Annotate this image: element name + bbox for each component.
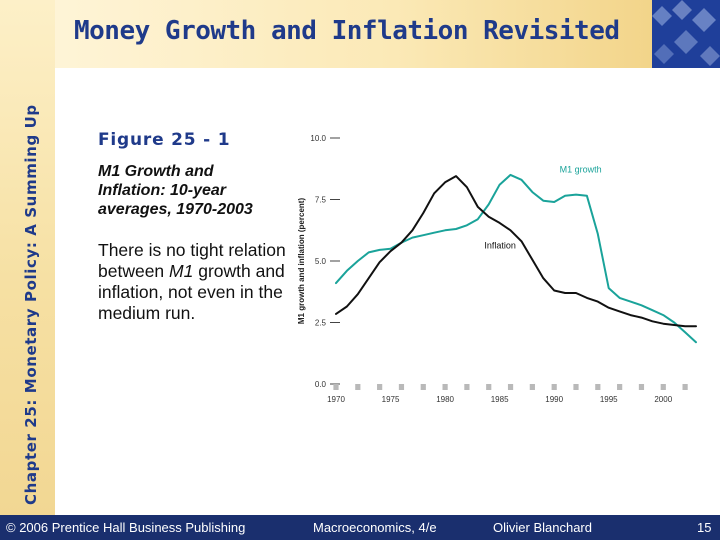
series-label-inflation: Inflation <box>484 241 516 251</box>
x-year-band <box>529 384 535 390</box>
footer-book: Macroeconomics, 4/e <box>313 520 437 535</box>
footer-author: Olivier Blanchard <box>493 520 592 535</box>
x-year-band <box>355 384 361 390</box>
x-year-band <box>398 384 405 390</box>
chart-panel: 0.0 2.5 5.0 7.5 10.0 1970 1975 1980 1985 1990 1995… <box>288 124 702 420</box>
x-year-band <box>660 384 666 390</box>
text-panel <box>90 124 288 336</box>
x-tick-label: 1990 <box>545 395 563 404</box>
header-band <box>0 0 720 68</box>
y-tick-label: 0.0 <box>315 380 327 389</box>
x-tick-label: 1985 <box>491 395 509 404</box>
footer-page-number: 15 <box>697 520 712 535</box>
figure-label: Figure 25 - 1 <box>98 130 231 150</box>
note-text-1: There is no tight relation between <box>98 240 286 281</box>
figure-caption: M1 Growth and Inflation: 10-year average… <box>98 163 253 218</box>
chapter-title: Chapter 25: Monetary Policy: A Summing U… <box>22 104 40 505</box>
x-year-band <box>464 384 470 390</box>
y-tick-label: 7.5 <box>315 196 327 205</box>
line-chart: 0.0 2.5 5.0 7.5 10.0 1970 1975 1980 1985 1990 1995… <box>297 134 697 404</box>
note-text-2: growth and inflation, not even in the me… <box>98 261 285 323</box>
series-label-m1-growth: M1 growth <box>560 164 602 174</box>
y-tick-label: 2.5 <box>315 319 327 328</box>
x-year-band <box>573 384 579 390</box>
footer: © 2006 Prentice Hall Business Publishing… <box>0 515 720 540</box>
x-year-band <box>420 384 426 390</box>
figure-note: There is no tight relation between M1 gr… <box>98 240 288 324</box>
y-tick-label: 5.0 <box>315 257 327 266</box>
x-year-band <box>333 384 339 390</box>
page-title: Money Growth and Inflation Revisited <box>74 16 620 46</box>
x-year-band <box>638 384 645 390</box>
x-tick-label: 1995 <box>600 395 618 404</box>
x-year-band <box>377 384 383 390</box>
x-year-band <box>682 384 688 390</box>
x-tick-label: 2000 <box>654 395 672 404</box>
x-year-band <box>486 384 492 390</box>
x-year-band <box>551 384 557 390</box>
x-year-band <box>617 384 623 390</box>
x-tick-label: 1975 <box>382 395 400 404</box>
x-tick-label: 1980 <box>436 395 454 404</box>
y-tick-label: 10.0 <box>310 134 326 143</box>
x-year-band <box>507 384 514 390</box>
x-year-band <box>595 384 601 390</box>
x-year-band <box>442 384 448 390</box>
footer-copyright: © 2006 Prentice Hall Business Publishing <box>6 520 246 535</box>
series-line-inflation <box>335 175 697 328</box>
logo-graphic <box>652 0 720 66</box>
y-axis-title: M1 growth and inflation (percent) <box>297 198 306 325</box>
x-tick-label: 1970 <box>327 395 345 404</box>
sidebar: Chapter 25: Monetary Policy: A Summing U… <box>0 0 55 515</box>
note-text-m1: M1 <box>169 261 194 281</box>
logo-icon <box>652 0 720 68</box>
